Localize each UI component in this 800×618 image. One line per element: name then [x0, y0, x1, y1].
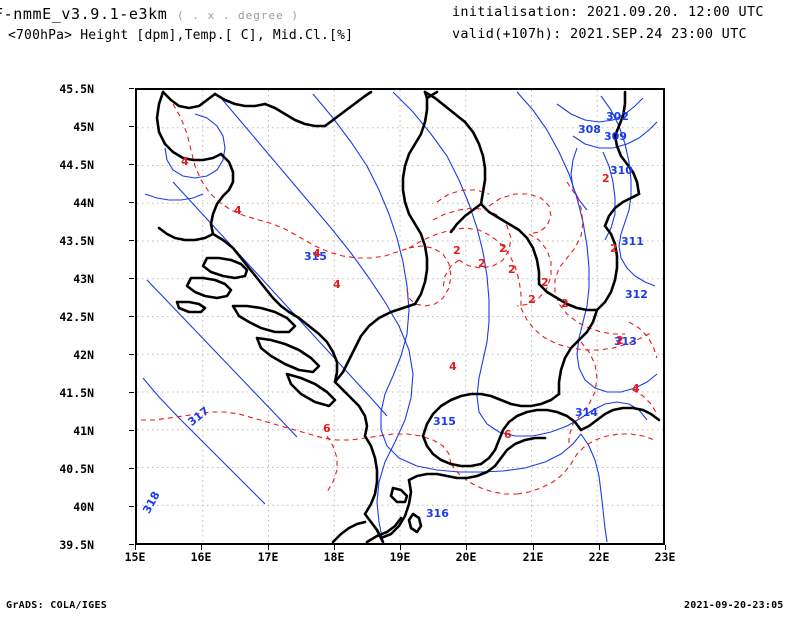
y-tick-label-44.5N: 44.5N: [59, 158, 94, 172]
level-line: <700hPa> Height [dpm],Temp.[ C], Mid.Cl.…: [8, 28, 354, 43]
y-tick-40.5N: [129, 468, 134, 469]
temp-label-4d: 4: [333, 278, 341, 291]
x-tick-22E: [599, 545, 600, 550]
y-tick-label-45.5N: 45.5N: [59, 82, 94, 96]
map-canvas: [137, 90, 663, 543]
valid-time: valid(+107h): 2021.SEP.24 23:00 UTC: [452, 26, 747, 42]
temp-label-2f: 2: [528, 293, 536, 306]
x-tick-16E: [201, 545, 202, 550]
contour-label-309: 309: [604, 130, 627, 143]
y-tick-41.5N: [129, 392, 134, 393]
map-plot-area: 302 308 309 310 311 312 313 314 315 315 …: [135, 88, 665, 545]
temp-label-6b: 6: [504, 428, 512, 441]
model-title-row: F-nmmE_v3.9.1-e3km ( . x . degree ): [0, 4, 353, 23]
x-tick-18E: [334, 545, 335, 550]
header-left-block: F-nmmE_v3.9.1-e3km ( . x . degree ) <700…: [0, 4, 353, 43]
grid-lines: [137, 90, 663, 543]
x-tick-label-15E: 15E: [124, 550, 146, 564]
contour-label-313: 313: [614, 335, 637, 348]
contour-label-311: 311: [621, 235, 644, 248]
model-subtitle: ( . x . degree ): [177, 9, 299, 22]
contour-label-315b: 315: [433, 415, 456, 428]
temp-label-2c: 2: [478, 257, 486, 270]
y-tick-label-45N: 45N: [73, 120, 94, 134]
y-tick-44N: [129, 202, 134, 203]
x-tick-label-19E: 19E: [389, 550, 411, 564]
x-tick-20E: [466, 545, 467, 550]
y-tick-label-44N: 44N: [73, 196, 94, 210]
model-title: F-nmmE_v3.9.1-e3km: [0, 5, 168, 23]
temp-label-6a: 6: [323, 422, 331, 435]
x-tick-label-21E: 21E: [522, 550, 544, 564]
y-tick-41N: [129, 430, 134, 431]
temperature-contours: [141, 103, 658, 495]
contour-label-302: 302: [606, 110, 629, 123]
y-tick-43.5N: [129, 240, 134, 241]
temp-label-2g: 2: [561, 297, 569, 310]
y-tick-44.5N: [129, 164, 134, 165]
map-vector-layer: [137, 90, 663, 543]
contour-label-316: 316: [426, 507, 449, 520]
y-tick-label-40N: 40N: [73, 500, 94, 514]
y-tick-label-40.5N: 40.5N: [59, 462, 94, 476]
x-tick-19E: [400, 545, 401, 550]
x-tick-15E: [135, 545, 136, 550]
y-tick-39.5N: [129, 544, 134, 545]
temp-label-2e: 2: [541, 276, 549, 289]
temp-label-4e: 4: [449, 360, 457, 373]
temp-label-2h: 2: [602, 172, 610, 185]
y-tick-43N: [129, 278, 134, 279]
initialisation-time: initialisation: 2021.09.20. 12:00 UTC: [452, 4, 764, 20]
temp-label-4b: 4: [234, 204, 242, 217]
contour-label-312: 312: [625, 288, 648, 301]
y-tick-45.5N: [129, 88, 134, 89]
x-tick-label-17E: 17E: [257, 550, 279, 564]
x-tick-label-20E: 20E: [455, 550, 477, 564]
temp-label-4a: 4: [181, 155, 189, 168]
x-tick-label-23E: 23E: [654, 550, 676, 564]
contour-label-315a: 315: [304, 250, 327, 263]
y-tick-42N: [129, 354, 134, 355]
y-tick-label-41.5N: 41.5N: [59, 386, 94, 400]
temp-label-2b: 2: [499, 242, 507, 255]
temp-label-2d: 2: [508, 263, 516, 276]
temp-label-4c: 4: [313, 247, 321, 260]
header-right-block: initialisation: 2021.09.20. 12:00 UTC va…: [452, 4, 764, 42]
y-tick-label-43N: 43N: [73, 272, 94, 286]
x-tick-23E: [665, 545, 666, 550]
y-tick-label-42.5N: 42.5N: [59, 310, 94, 324]
x-tick-label-18E: 18E: [323, 550, 345, 564]
temp-label-2j: 2: [616, 334, 624, 347]
y-tick-label-41N: 41N: [73, 424, 94, 438]
x-tick-17E: [268, 545, 269, 550]
temp-label-2a: 2: [453, 244, 461, 257]
height-contours: [142, 91, 658, 543]
x-tick-21E: [533, 545, 534, 550]
contour-label-310: 310: [610, 164, 633, 177]
temp-label-4f: 4: [632, 382, 640, 395]
y-tick-label-43.5N: 43.5N: [59, 234, 94, 248]
temp-label-2i: 2: [610, 242, 618, 255]
render-timestamp: 2021-09-20-23:05: [684, 600, 784, 611]
chart-header: F-nmmE_v3.9.1-e3km ( . x . degree ) <700…: [0, 0, 800, 56]
grads-credit: GrADS: COLA/IGES: [6, 600, 108, 611]
x-tick-label-16E: 16E: [190, 550, 212, 564]
coastline-borders: [155, 90, 661, 543]
y-tick-40N: [129, 506, 134, 507]
contour-label-308: 308: [578, 123, 601, 136]
contour-label-314: 314: [575, 406, 598, 419]
y-tick-42.5N: [129, 316, 134, 317]
y-tick-label-42N: 42N: [73, 348, 94, 362]
y-tick-45N: [129, 126, 134, 127]
x-tick-label-22E: 22E: [588, 550, 610, 564]
y-tick-label-39.5N: 39.5N: [59, 538, 94, 552]
